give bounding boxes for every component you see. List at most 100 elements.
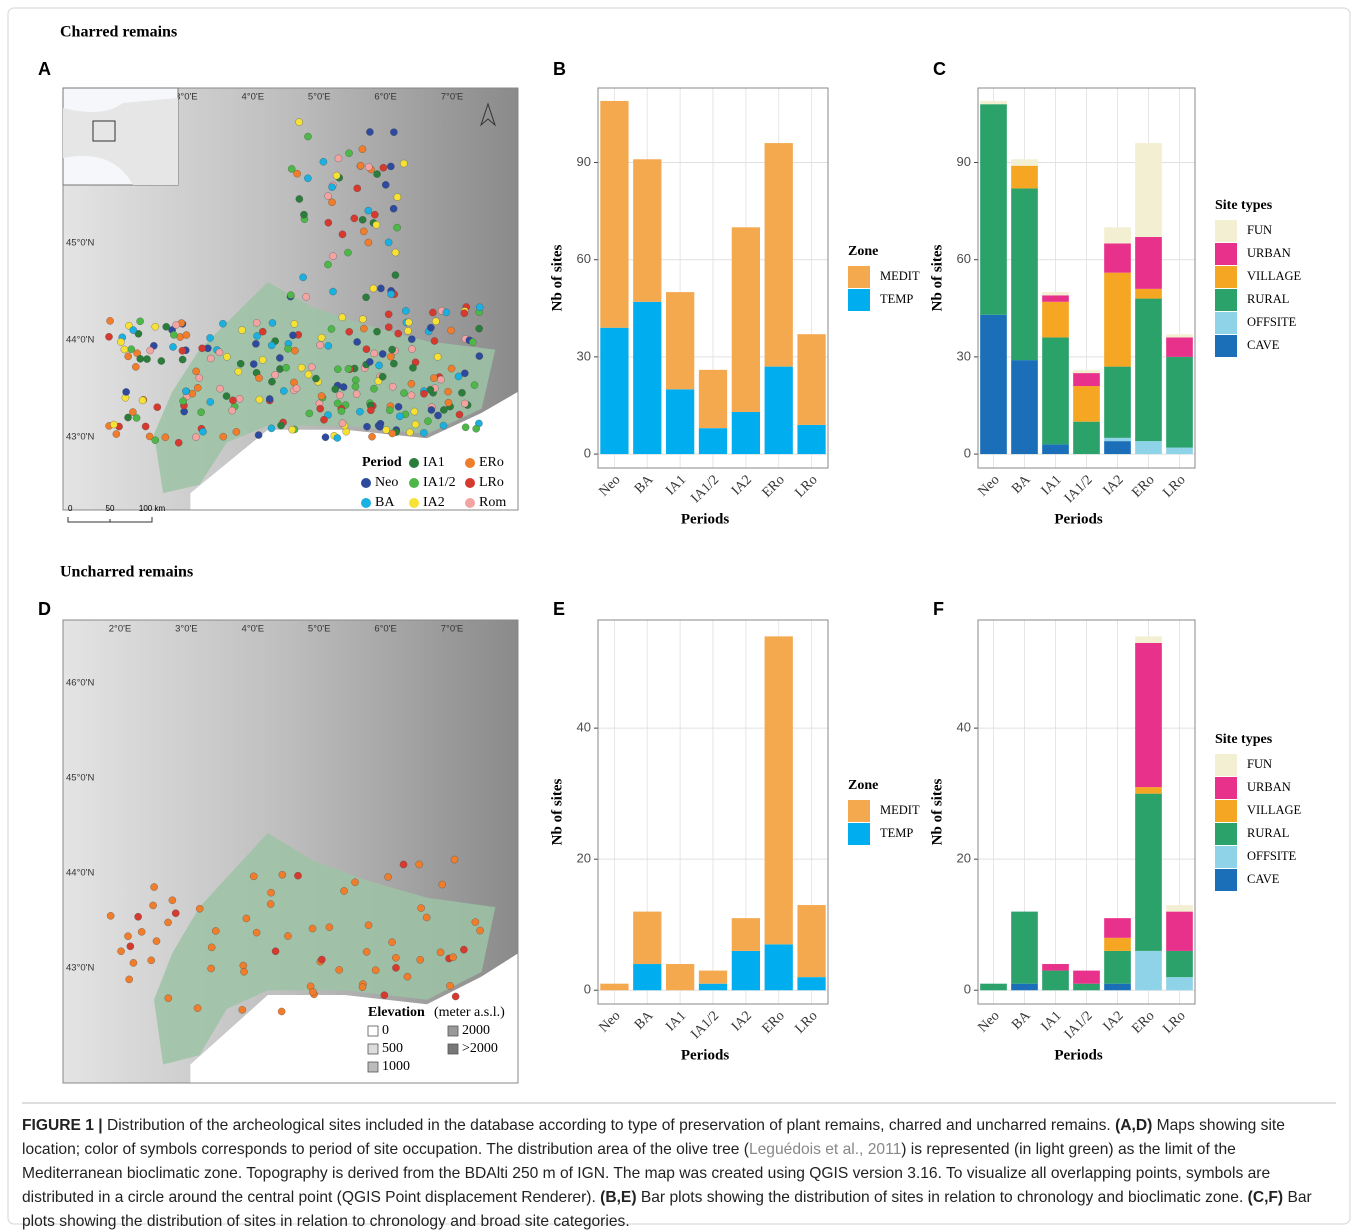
site-point — [362, 293, 370, 302]
site-point — [424, 417, 432, 425]
lon-label: 3°0'E — [175, 92, 198, 103]
site-point — [295, 195, 304, 203]
site-point — [276, 365, 284, 373]
y-tick-label: 0 — [964, 982, 971, 997]
site-point — [232, 428, 241, 436]
panel-letter: D — [38, 599, 51, 619]
lon-label: 7°0'E — [441, 92, 464, 103]
bar — [1166, 447, 1193, 455]
site-point — [219, 319, 227, 328]
legend-swatch — [848, 823, 870, 845]
legend-title: Period — [362, 455, 402, 470]
bar — [1104, 366, 1131, 438]
lon-label: 4°0'E — [242, 624, 265, 635]
y-tick-label: 0 — [964, 446, 971, 461]
bar — [633, 964, 662, 991]
x-tick-label: BA — [1009, 472, 1034, 497]
site-point — [344, 248, 352, 257]
site-point — [234, 367, 243, 376]
legend-swatch — [848, 800, 870, 822]
site-point — [335, 966, 343, 974]
legend-swatch — [447, 1043, 459, 1055]
x-tick-label: IA1/2 — [688, 1008, 722, 1042]
bar — [1135, 636, 1162, 643]
site-point — [122, 388, 130, 396]
bar — [1011, 165, 1038, 189]
site-point — [276, 354, 284, 362]
legend-label: IA2 — [423, 495, 445, 510]
legend-title: Site types — [1215, 198, 1273, 213]
x-tick-label: IA1 — [1039, 1008, 1065, 1034]
site-point — [440, 406, 448, 414]
site-point — [168, 896, 177, 905]
x-tick-label: IA2 — [1101, 472, 1127, 498]
site-point — [388, 429, 397, 438]
bar — [1042, 444, 1069, 455]
bar — [698, 428, 728, 455]
site-point — [268, 378, 276, 386]
site-point — [141, 422, 150, 431]
site-point — [207, 943, 216, 952]
site-point — [444, 398, 453, 407]
caption: FIGURE 1 | Distribution of the archeolog… — [22, 1114, 1340, 1232]
scale-label: 50 — [106, 504, 115, 513]
site-point — [390, 128, 398, 136]
x-tick-label: IA1/2 — [1062, 472, 1096, 506]
caption-link[interactable]: Leguédois et al., 2011 — [748, 1141, 902, 1158]
site-point — [378, 350, 387, 358]
x-tick-label: ERo — [1129, 1008, 1157, 1036]
legend-swatch — [1215, 289, 1237, 311]
site-point — [447, 364, 456, 373]
site-point — [384, 323, 393, 331]
site-point — [407, 380, 416, 388]
site-point — [366, 128, 374, 136]
bar — [797, 977, 826, 991]
y-tick-label: 40 — [577, 720, 591, 735]
bar — [1104, 983, 1131, 991]
site-point — [430, 337, 439, 345]
scale-bar — [67, 517, 153, 523]
bar — [731, 227, 760, 412]
site-point — [134, 913, 142, 921]
y-tick-label: 20 — [577, 851, 591, 866]
site-point — [372, 221, 381, 229]
site-point — [195, 374, 204, 382]
site-point — [125, 975, 133, 984]
site-point — [432, 317, 440, 326]
site-point — [387, 290, 395, 298]
bar — [698, 970, 728, 984]
panel-letter: C — [933, 59, 946, 79]
caption-bold: (A,D) — [1115, 1117, 1153, 1134]
bar — [600, 983, 629, 991]
site-point — [117, 338, 125, 346]
site-point — [267, 341, 276, 350]
site-point — [411, 420, 420, 429]
bar — [666, 389, 695, 455]
panel-letter: A — [38, 59, 51, 79]
legend-label: URBAN — [1247, 246, 1291, 260]
site-point — [157, 357, 166, 365]
site-point — [312, 374, 320, 383]
bar — [600, 327, 629, 455]
site-point — [362, 948, 371, 956]
bar — [1166, 334, 1193, 338]
site-point — [392, 964, 400, 972]
site-point — [305, 409, 314, 418]
bar — [1135, 143, 1162, 238]
site-point — [238, 1006, 246, 1014]
site-point — [132, 414, 141, 422]
site-point — [255, 374, 263, 382]
site-point — [132, 363, 140, 371]
x-tick-label: IA1 — [1039, 472, 1065, 498]
bar — [1135, 793, 1162, 951]
bar — [698, 369, 728, 429]
legend-label: MEDIT — [880, 269, 920, 283]
site-point — [324, 342, 333, 350]
site-point — [282, 363, 290, 372]
site-point — [390, 359, 398, 368]
legend-label: 500 — [382, 1041, 403, 1056]
site-point — [259, 327, 267, 336]
site-point — [476, 926, 484, 935]
legend-swatch — [1215, 777, 1237, 799]
site-point — [389, 382, 397, 391]
